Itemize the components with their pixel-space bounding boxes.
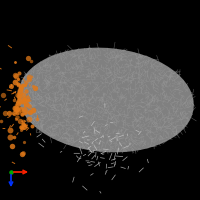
Point — [28, 118, 31, 121]
Point — [20, 85, 23, 88]
Point — [29, 60, 32, 63]
Point — [30, 125, 33, 128]
Point — [20, 85, 23, 88]
Point — [14, 74, 17, 77]
Point — [18, 90, 22, 93]
Point — [25, 97, 29, 100]
Point — [33, 86, 36, 89]
Point — [24, 81, 27, 84]
Point — [21, 123, 25, 126]
Point — [9, 85, 12, 88]
Point — [16, 91, 20, 94]
Point — [20, 128, 23, 131]
Point — [36, 118, 39, 121]
Point — [18, 72, 21, 75]
Point — [14, 80, 17, 84]
Point — [2, 93, 5, 96]
Point — [13, 73, 16, 77]
Point — [29, 111, 32, 114]
Point — [27, 99, 30, 102]
Point — [16, 102, 19, 105]
Point — [21, 122, 24, 125]
Point — [16, 106, 20, 110]
Point — [12, 136, 15, 139]
Point — [12, 98, 16, 101]
Point — [17, 97, 20, 100]
Point — [22, 99, 25, 102]
Point — [26, 56, 30, 59]
Point — [9, 170, 13, 174]
Point — [19, 126, 22, 129]
Point — [23, 111, 26, 114]
Point — [16, 83, 20, 86]
Point — [8, 128, 11, 132]
Point — [21, 127, 24, 130]
Point — [22, 107, 26, 110]
Point — [9, 135, 12, 139]
Point — [21, 120, 25, 123]
Point — [17, 95, 21, 98]
Point — [17, 100, 21, 103]
Point — [4, 111, 7, 114]
Point — [31, 84, 34, 87]
Point — [15, 116, 18, 119]
Ellipse shape — [18, 48, 194, 152]
Point — [19, 119, 22, 123]
Point — [15, 94, 19, 97]
Point — [16, 107, 19, 110]
Point — [20, 108, 23, 111]
Point — [8, 111, 11, 114]
Point — [15, 117, 18, 121]
Point — [20, 100, 23, 103]
Point — [13, 60, 16, 63]
Point — [16, 110, 20, 114]
Point — [24, 112, 27, 115]
Point — [11, 144, 14, 147]
Point — [22, 141, 26, 144]
Point — [17, 77, 20, 80]
Point — [22, 98, 26, 101]
Point — [22, 84, 25, 87]
Point — [24, 102, 27, 105]
Point — [22, 125, 25, 128]
Point — [27, 104, 31, 108]
Point — [15, 108, 18, 111]
Point — [13, 107, 16, 110]
Point — [0, 120, 3, 123]
Point — [12, 111, 16, 114]
Point — [23, 123, 26, 127]
Point — [27, 78, 30, 81]
Point — [15, 108, 18, 111]
Point — [21, 151, 24, 155]
Point — [20, 152, 24, 155]
Point — [32, 108, 35, 111]
Point — [16, 82, 19, 85]
Point — [24, 89, 28, 93]
Point — [20, 86, 23, 89]
Point — [21, 93, 25, 97]
Point — [25, 110, 29, 113]
Point — [18, 89, 21, 92]
Point — [23, 83, 27, 86]
Point — [15, 111, 18, 114]
Point — [20, 112, 23, 116]
Point — [27, 76, 31, 79]
